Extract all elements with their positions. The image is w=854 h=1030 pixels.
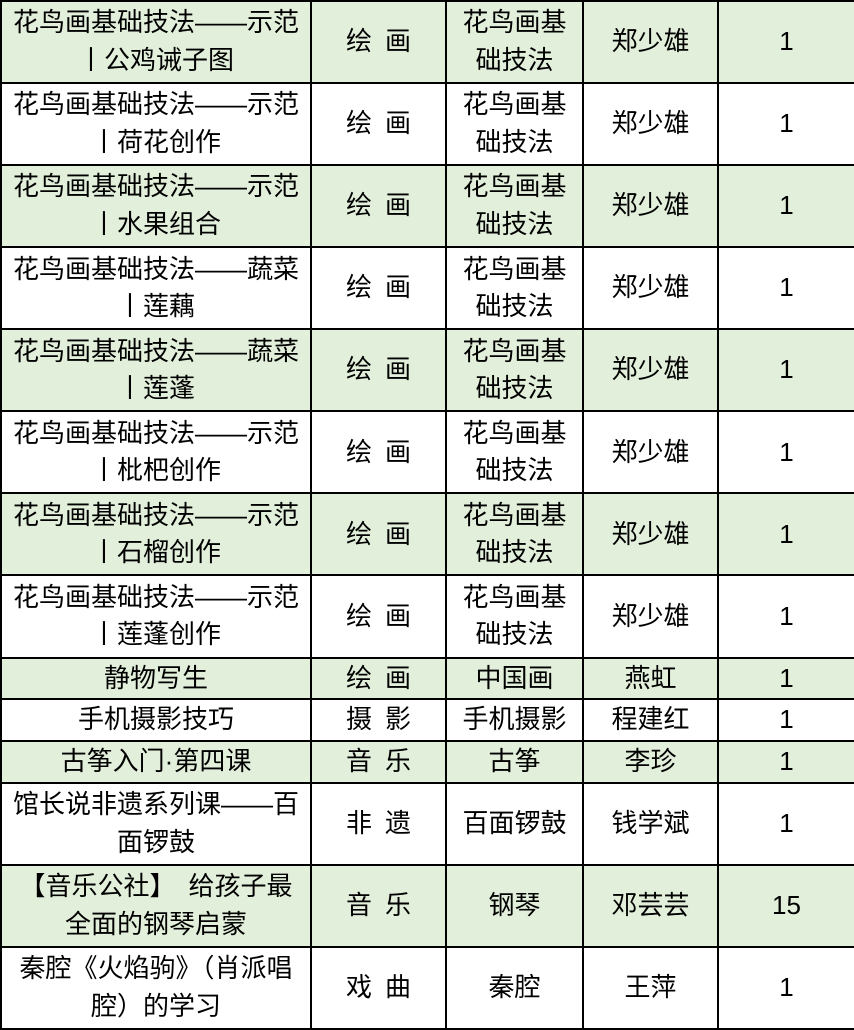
teacher-cell[interactable]: 郑少雄: [582, 246, 719, 331]
course-title-cell[interactable]: 秦腔《火焰驹》（肖派唱腔）的学习: [0, 945, 312, 1030]
session-count-cell[interactable]: 1: [717, 0, 854, 85]
session-count-cell[interactable]: 1: [717, 246, 854, 331]
session-count-cell[interactable]: 1: [717, 945, 854, 1030]
teacher-cell[interactable]: 王萍: [582, 945, 719, 1030]
subcategory-cell[interactable]: 花鸟画基础技法: [445, 246, 584, 331]
session-count-cell[interactable]: 1: [717, 82, 854, 167]
table-row: 花鸟画基础技法——示范丨枇杷创作绘 画花鸟画基础技法 郑少雄 1: [0, 410, 854, 495]
session-count-cell[interactable]: 15: [717, 863, 854, 948]
category-cell[interactable]: 绘 画: [310, 656, 447, 701]
category-cell[interactable]: 绘 画: [310, 328, 447, 413]
table-row: 古筝入门·第四课音 乐古筝 李珍 1: [0, 739, 854, 784]
category-cell[interactable]: 绘 画: [310, 574, 447, 659]
category-cell[interactable]: 音 乐: [310, 739, 447, 784]
subcategory-cell[interactable]: 中国画: [445, 656, 584, 701]
subcategory-cell[interactable]: 秦腔: [445, 945, 584, 1030]
teacher-cell[interactable]: 郑少雄: [582, 0, 719, 85]
category-cell[interactable]: 绘 画: [310, 0, 447, 85]
course-title-cell[interactable]: 手机摄影技巧: [0, 698, 312, 742]
category-cell[interactable]: 绘 画: [310, 410, 447, 495]
table-row: 花鸟画基础技法——示范丨莲蓬创作绘 画花鸟画基础技法 郑少雄 1: [0, 574, 854, 659]
category-cell[interactable]: 非 遗: [310, 781, 447, 866]
category-cell[interactable]: 摄 影: [310, 698, 447, 742]
session-count-cell[interactable]: 1: [717, 492, 854, 577]
subcategory-cell[interactable]: 花鸟画基础技法: [445, 0, 584, 85]
table-row: 花鸟画基础技法——示范丨石榴创作绘 画花鸟画基础技法 郑少雄 1: [0, 492, 854, 577]
table-row: 花鸟画基础技法——蔬菜丨莲蓬绘 画花鸟画基础技法 郑少雄 1: [0, 328, 854, 413]
course-title-cell[interactable]: 【音乐公社】 给孩子最全面的钢琴启蒙: [0, 863, 312, 948]
session-count-cell[interactable]: 1: [717, 410, 854, 495]
table-row: 手机摄影技巧摄 影手机摄影 程建红 1: [0, 698, 854, 742]
session-count-cell[interactable]: 1: [717, 164, 854, 249]
subcategory-cell[interactable]: 花鸟画基础技法: [445, 410, 584, 495]
course-title-cell[interactable]: 馆长说非遗系列课——百面锣鼓: [0, 781, 312, 866]
session-count-cell[interactable]: 1: [717, 656, 854, 701]
table-row: 秦腔《火焰驹》（肖派唱腔）的学习戏 曲秦腔 王萍 1: [0, 945, 854, 1030]
category-cell[interactable]: 音 乐: [310, 863, 447, 948]
teacher-cell[interactable]: 郑少雄: [582, 164, 719, 249]
teacher-cell[interactable]: 程建红: [582, 698, 719, 742]
table-row: 静物写生绘 画中国画 燕虹 1: [0, 656, 854, 701]
course-title-cell[interactable]: 花鸟画基础技法——示范丨荷花创作: [0, 82, 312, 167]
course-title-cell[interactable]: 花鸟画基础技法——示范丨公鸡诫子图: [0, 0, 312, 85]
subcategory-cell[interactable]: 花鸟画基础技法: [445, 574, 584, 659]
course-title-cell[interactable]: 花鸟画基础技法——示范丨枇杷创作: [0, 410, 312, 495]
subcategory-cell[interactable]: 钢琴: [445, 863, 584, 948]
subcategory-cell[interactable]: 花鸟画基础技法: [445, 328, 584, 413]
teacher-cell[interactable]: 郑少雄: [582, 328, 719, 413]
teacher-cell[interactable]: 燕虹: [582, 656, 719, 701]
table-row: 花鸟画基础技法——示范丨荷花创作绘 画花鸟画基础技法 郑少雄 1: [0, 82, 854, 167]
category-cell[interactable]: 绘 画: [310, 164, 447, 249]
session-count-cell[interactable]: 1: [717, 781, 854, 866]
session-count-cell[interactable]: 1: [717, 574, 854, 659]
subcategory-cell[interactable]: 花鸟画基础技法: [445, 164, 584, 249]
session-count-cell[interactable]: 1: [717, 698, 854, 742]
teacher-cell[interactable]: 郑少雄: [582, 492, 719, 577]
subcategory-cell[interactable]: 花鸟画基础技法: [445, 82, 584, 167]
category-cell[interactable]: 戏 曲: [310, 945, 447, 1030]
course-title-cell[interactable]: 花鸟画基础技法——示范丨莲蓬创作: [0, 574, 312, 659]
session-count-cell[interactable]: 1: [717, 328, 854, 413]
teacher-cell[interactable]: 郑少雄: [582, 574, 719, 659]
teacher-cell[interactable]: 郑少雄: [582, 82, 719, 167]
subcategory-cell[interactable]: 手机摄影: [445, 698, 584, 742]
teacher-cell[interactable]: 郑少雄: [582, 410, 719, 495]
table-row: 【音乐公社】 给孩子最全面的钢琴启蒙音 乐钢琴 邓芸芸 15: [0, 863, 854, 948]
category-cell[interactable]: 绘 画: [310, 246, 447, 331]
course-title-cell[interactable]: 花鸟画基础技法——蔬菜丨莲藕: [0, 246, 312, 331]
category-cell[interactable]: 绘 画: [310, 492, 447, 577]
teacher-cell[interactable]: 邓芸芸: [582, 863, 719, 948]
course-title-cell[interactable]: 花鸟画基础技法——蔬菜丨莲蓬: [0, 328, 312, 413]
category-cell[interactable]: 绘 画: [310, 82, 447, 167]
subcategory-cell[interactable]: 花鸟画基础技法: [445, 492, 584, 577]
table-row: 花鸟画基础技法——蔬菜丨莲藕绘 画花鸟画基础技法 郑少雄 1: [0, 246, 854, 331]
teacher-cell[interactable]: 李珍: [582, 739, 719, 784]
course-title-cell[interactable]: 古筝入门·第四课: [0, 739, 312, 784]
session-count-cell[interactable]: 1: [717, 739, 854, 784]
subcategory-cell[interactable]: 百面锣鼓: [445, 781, 584, 866]
course-title-cell[interactable]: 花鸟画基础技法——示范丨水果组合: [0, 164, 312, 249]
table-row: 馆长说非遗系列课——百面锣鼓非 遗百面锣鼓 钱学斌 1: [0, 781, 854, 866]
teacher-cell[interactable]: 钱学斌: [582, 781, 719, 866]
subcategory-cell[interactable]: 古筝: [445, 739, 584, 784]
course-title-cell[interactable]: 静物写生: [0, 656, 312, 701]
course-title-cell[interactable]: 花鸟画基础技法——示范丨石榴创作: [0, 492, 312, 577]
table-row: 花鸟画基础技法——示范丨公鸡诫子图绘 画花鸟画基础技法 郑少雄 1: [0, 0, 854, 85]
table-row: 花鸟画基础技法——示范丨水果组合绘 画花鸟画基础技法 郑少雄 1: [0, 164, 854, 249]
